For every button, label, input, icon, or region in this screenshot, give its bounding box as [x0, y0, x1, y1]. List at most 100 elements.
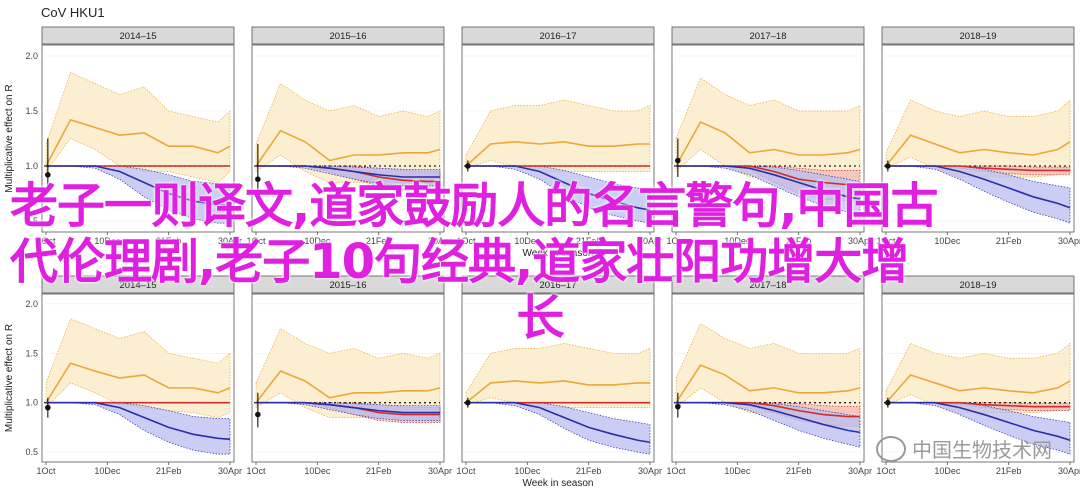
x-tick-label: 10Dec: [304, 236, 331, 246]
x-axis-label: Week in season: [523, 478, 594, 489]
y-tick-label: 1.5: [25, 106, 38, 116]
x-tick-label: 1Oct: [456, 466, 476, 476]
orange-series-band: [465, 343, 651, 408]
y-tick-label: 1.0: [25, 398, 38, 408]
panel-season-label: 2018–19: [960, 280, 997, 291]
blue-series-line: [466, 165, 651, 211]
panels-root: Multiplicative effect on R 0.5 1.0 1.5 2.0 20…: [4, 26, 1080, 489]
blue-series-line: [46, 165, 231, 207]
panel-season-label: 2017–18: [750, 280, 787, 291]
blue-series-line: [676, 401, 861, 434]
x-tick-label: 30Apr: [218, 236, 242, 246]
point-estimate: [255, 176, 261, 182]
x-tick-label: 10Dec: [934, 236, 961, 246]
x-tick-label: 30Apr: [218, 466, 242, 476]
x-tick-label: 30Apr: [1058, 236, 1080, 246]
blue-series-line: [886, 165, 1071, 209]
x-tick-label: 30Apr: [638, 466, 662, 476]
x-tick-label: 1Oct: [456, 236, 476, 246]
x-tick-label: 1Oct: [246, 236, 266, 246]
y-tick-label: 0.5: [25, 447, 38, 457]
point-estimate: [675, 403, 681, 410]
x-tick-label: 21Feb: [996, 236, 1022, 246]
orange-series-band: [45, 318, 231, 418]
panel-season-label: 2014–15: [120, 280, 157, 291]
panel-strip: [461, 275, 655, 294]
x-tick-label: 1Oct: [666, 236, 686, 246]
x-tick-label: 1Oct: [876, 236, 896, 246]
panel-season-label: 2016–17: [540, 31, 577, 42]
point-estimate: [885, 399, 891, 406]
point-estimate: [885, 163, 891, 169]
x-tick-label: 10Dec: [304, 466, 331, 476]
x-tick-label: 21Feb: [576, 236, 602, 246]
orange-series-band: [45, 72, 231, 183]
orange-series-line: [675, 364, 861, 404]
y-tick-label: 2.0: [25, 51, 38, 61]
x-tick-label: 10Dec: [94, 466, 121, 476]
y-axis-label: Multiplicative effect on R: [4, 324, 15, 432]
chart-title: CoV HKU1: [41, 5, 105, 20]
wechat-icon: [876, 435, 906, 462]
blue-series-line: [676, 165, 861, 200]
point-estimate: [465, 399, 471, 406]
blue-series-line: [886, 401, 1071, 442]
panel-strip: [881, 26, 1075, 45]
x-tick-label: 10Dec: [724, 466, 751, 476]
x-tick-label: 1Oct: [876, 466, 896, 476]
point-estimate: [675, 157, 681, 164]
orange-series-line: [465, 140, 650, 167]
y-tick-label: 1.5: [25, 348, 38, 358]
orange-series-line: [675, 120, 861, 167]
x-tick-label: 30Apr: [428, 236, 452, 246]
orange-series-line: [255, 129, 441, 167]
orange-series-line: [465, 380, 650, 404]
panel-strip: [671, 275, 865, 294]
panel-strip: [251, 275, 445, 294]
x-tick-label: 1Oct: [666, 466, 686, 476]
y-tick-label: 1.0: [25, 161, 38, 171]
x-tick-label: 10Dec: [94, 236, 121, 246]
x-tick-label: 1Oct: [246, 466, 266, 476]
y-axis-label: Multiplicative effect on R: [4, 84, 15, 192]
blue-series-line: [466, 401, 651, 444]
x-tick-label: 21Feb: [576, 466, 602, 476]
x-tick-label: 1Oct: [36, 236, 56, 246]
x-tick-label: 21Feb: [786, 236, 812, 246]
x-tick-label: 21Feb: [366, 466, 392, 476]
panel-strip: [41, 26, 235, 45]
panel-strip: [461, 26, 655, 45]
blue-series-line: [256, 165, 440, 178]
x-tick-label: 10Dec: [934, 466, 961, 476]
panel-strip: [671, 26, 865, 45]
panel-strip: [881, 275, 1075, 294]
x-tick-label: 30Apr: [848, 466, 872, 476]
blue-series-line: [256, 401, 440, 414]
orange-series-line: [885, 374, 1071, 404]
panel-strip: [251, 26, 445, 45]
watermark-text: 中国生物技术网: [912, 438, 1052, 462]
y-tick-label: 0.5: [25, 216, 38, 226]
x-tick-label: 21Feb: [156, 466, 182, 476]
panel-strip: [41, 275, 235, 294]
x-axis-label: Week in season: [523, 248, 594, 259]
x-tick-label: 21Feb: [996, 466, 1022, 476]
panel-season-label: 2018–19: [960, 31, 997, 42]
point-estimate: [45, 404, 51, 411]
y-tick-label: 2.0: [25, 299, 38, 309]
x-tick-label: 30Apr: [428, 466, 452, 476]
x-tick-label: 21Feb: [156, 236, 182, 246]
x-tick-label: 30Apr: [848, 236, 872, 246]
blue-series-line: [46, 401, 231, 441]
watermark: 中国生物技术网: [876, 434, 1052, 463]
orange-series-line: [255, 370, 441, 404]
panel-season-label: 2015–16: [330, 31, 367, 42]
x-tick-label: 30Apr: [638, 236, 662, 246]
x-tick-label: 1Oct: [36, 466, 56, 476]
panel-season-label: 2017–18: [750, 31, 787, 42]
x-tick-label: 21Feb: [786, 466, 812, 476]
panel-season-label: 2016–17: [540, 280, 577, 291]
panel-season-label: 2014–15: [120, 31, 157, 42]
x-tick-label: 10Dec: [514, 236, 541, 246]
